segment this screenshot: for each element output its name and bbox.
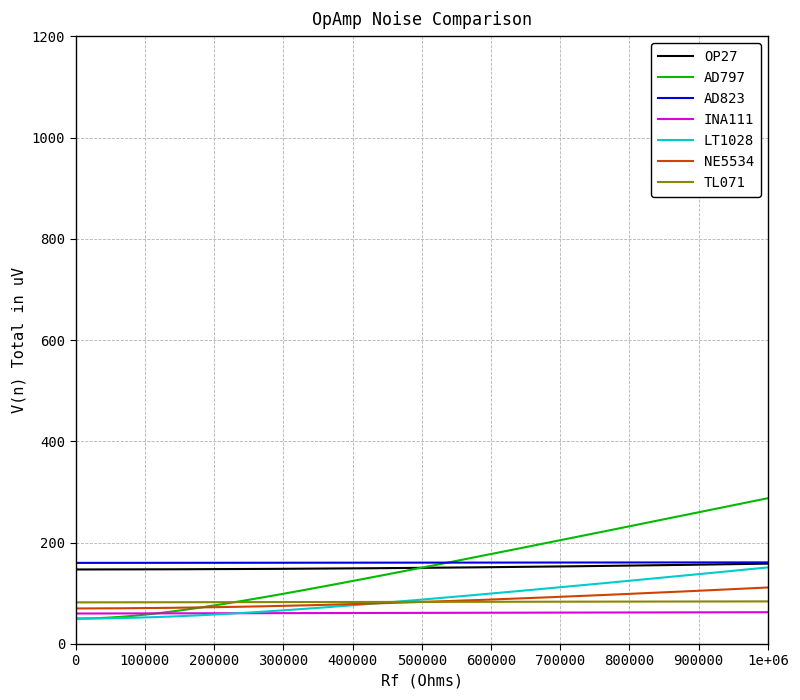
AD797 — [486, 550, 496, 559]
INA111 — [763, 608, 773, 617]
TL071 — [70, 598, 80, 607]
NE5534 — [70, 604, 80, 612]
Line: AD797: AD797 — [75, 498, 768, 619]
INA111 — [70, 609, 80, 617]
NE5534 — [335, 600, 345, 608]
INA111 — [335, 609, 345, 617]
Line: NE5534: NE5534 — [75, 587, 768, 608]
INA111 — [587, 608, 597, 617]
AD823 — [587, 559, 597, 567]
AD823 — [640, 559, 650, 567]
AD823 — [70, 559, 80, 567]
NE5534 — [521, 594, 530, 603]
NE5534 — [197, 603, 206, 612]
LT1028 — [763, 564, 773, 572]
LT1028 — [640, 575, 650, 584]
NE5534 — [587, 592, 597, 600]
Line: INA111: INA111 — [75, 612, 768, 613]
AD823 — [763, 558, 773, 566]
AD823 — [486, 559, 496, 567]
INA111 — [197, 609, 206, 617]
AD797 — [587, 530, 597, 538]
AD823 — [197, 559, 206, 567]
Line: LT1028: LT1028 — [75, 568, 768, 619]
TL071 — [587, 597, 597, 606]
OP27 — [70, 566, 80, 574]
X-axis label: Rf (Ohms): Rf (Ohms) — [381, 674, 463, 689]
AD797 — [70, 615, 80, 623]
AD797 — [197, 603, 206, 612]
TL071 — [486, 598, 496, 606]
AD797 — [521, 543, 530, 552]
OP27 — [521, 563, 530, 571]
AD797 — [335, 579, 345, 587]
OP27 — [587, 562, 597, 570]
Legend: OP27, AD797, AD823, INA111, LT1028, NE5534, TL071: OP27, AD797, AD823, INA111, LT1028, NE55… — [651, 43, 761, 197]
Y-axis label: V(n) Total in uV: V(n) Total in uV — [11, 267, 26, 413]
INA111 — [640, 608, 650, 617]
NE5534 — [640, 589, 650, 597]
TL071 — [521, 598, 530, 606]
OP27 — [640, 561, 650, 570]
LT1028 — [197, 611, 206, 620]
AD823 — [335, 559, 345, 567]
AD823 — [521, 559, 530, 567]
TL071 — [763, 597, 773, 606]
OP27 — [763, 559, 773, 568]
NE5534 — [486, 595, 496, 603]
TL071 — [197, 598, 206, 606]
OP27 — [335, 564, 345, 573]
INA111 — [521, 608, 530, 617]
TL071 — [335, 598, 345, 606]
AD797 — [640, 519, 650, 527]
LT1028 — [486, 589, 496, 598]
Line: OP27: OP27 — [75, 564, 768, 570]
INA111 — [486, 608, 496, 617]
LT1028 — [521, 586, 530, 594]
LT1028 — [587, 580, 597, 589]
Line: TL071: TL071 — [75, 601, 768, 603]
TL071 — [640, 597, 650, 606]
NE5534 — [763, 583, 773, 592]
OP27 — [197, 565, 206, 573]
AD797 — [763, 494, 773, 503]
Title: OpAmp Noise Comparison: OpAmp Noise Comparison — [312, 11, 532, 29]
OP27 — [486, 563, 496, 571]
LT1028 — [70, 615, 80, 623]
LT1028 — [335, 602, 345, 610]
